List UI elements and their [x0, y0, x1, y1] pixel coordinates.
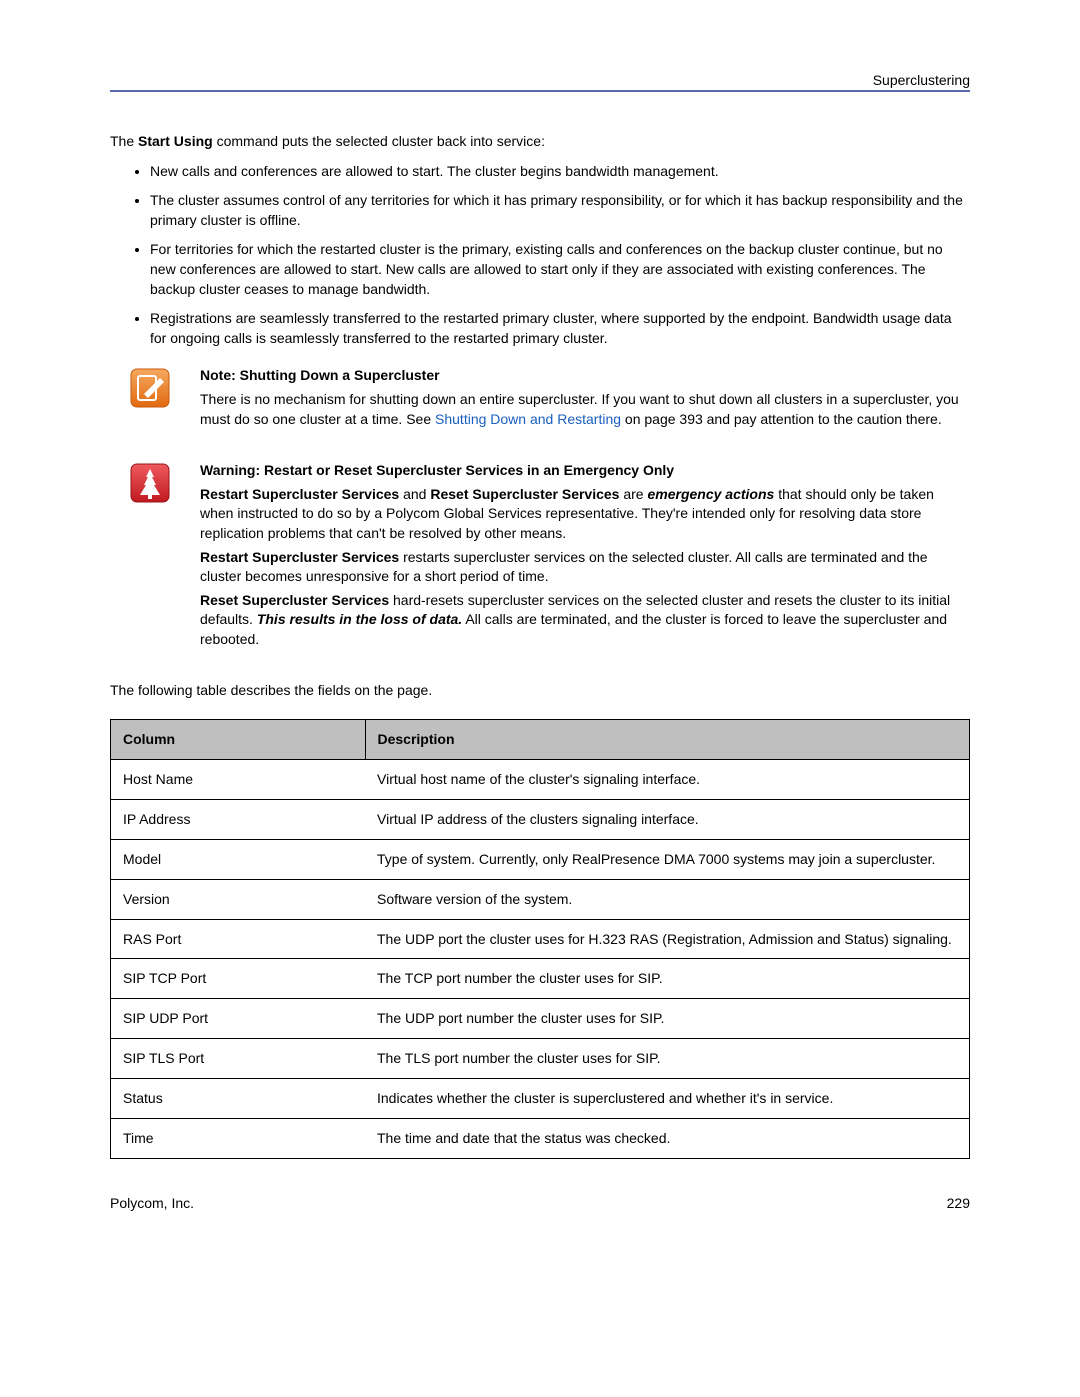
warning-body: Warning: Restart or Reset Supercluster S…: [200, 461, 970, 653]
footer-company: Polycom, Inc.: [110, 1195, 194, 1211]
table-cell: SIP TLS Port: [111, 1039, 366, 1079]
document-page: Superclustering The Start Using command …: [0, 0, 1080, 1271]
table-row: RAS PortThe UDP port the cluster uses fo…: [111, 919, 970, 959]
table-cell: The UDP port number the cluster uses for…: [365, 999, 970, 1039]
table-cell: SIP TCP Port: [111, 959, 366, 999]
table-cell: The TLS port number the cluster uses for…: [365, 1039, 970, 1079]
table-cell: Virtual IP address of the clusters signa…: [365, 799, 970, 839]
header-section-title: Superclustering: [873, 72, 970, 88]
note-link[interactable]: Shutting Down and Restarting: [435, 411, 621, 427]
bullet-list: New calls and conferences are allowed to…: [110, 162, 970, 349]
warning-p1-i: emergency actions: [647, 486, 774, 502]
table-cell: Version: [111, 879, 366, 919]
footer-page-number: 229: [947, 1195, 970, 1211]
warning-p2: Restart Supercluster Services restarts s…: [200, 548, 970, 587]
warning-p2-b: Restart Supercluster Services: [200, 549, 399, 565]
warning-p3-i: This results in the loss of data.: [257, 611, 462, 627]
note-post-link: on page 393 and pay attention to the cau…: [621, 411, 942, 427]
table-cell: Status: [111, 1079, 366, 1119]
list-item: For territories for which the restarted …: [150, 240, 970, 299]
table-row: Host NameVirtual host name of the cluste…: [111, 759, 970, 799]
table-row: IP AddressVirtual IP address of the clus…: [111, 799, 970, 839]
table-intro: The following table describes the fields…: [110, 681, 970, 701]
note-text: There is no mechanism for shutting down …: [200, 390, 970, 429]
list-item: New calls and conferences are allowed to…: [150, 162, 970, 182]
table-cell: SIP UDP Port: [111, 999, 366, 1039]
table-cell: The UDP port the cluster uses for H.323 …: [365, 919, 970, 959]
list-item: Registrations are seamlessly transferred…: [150, 309, 970, 348]
note-body: Note: Shutting Down a Supercluster There…: [200, 366, 970, 433]
table-cell: Time: [111, 1118, 366, 1158]
table-row: SIP UDP PortThe UDP port number the clus…: [111, 999, 970, 1039]
intro-paragraph: The Start Using command puts the selecte…: [110, 132, 970, 152]
table-cell: Indicates whether the cluster is supercl…: [365, 1079, 970, 1119]
header-rule: Superclustering: [110, 90, 970, 92]
warning-callout: Warning: Restart or Reset Supercluster S…: [130, 461, 970, 653]
intro-text-suffix: command puts the selected cluster back i…: [213, 133, 545, 149]
table-row: VersionSoftware version of the system.: [111, 879, 970, 919]
warning-p1-mid2: are: [619, 486, 647, 502]
warning-title: Warning: Restart or Reset Supercluster S…: [200, 461, 970, 481]
warning-p1-b2: Reset Supercluster Services: [430, 486, 619, 502]
intro-bold: Start Using: [138, 133, 213, 149]
list-item: The cluster assumes control of any terri…: [150, 191, 970, 230]
table-row: SIP TCP PortThe TCP port number the clus…: [111, 959, 970, 999]
table-header-column: Column: [111, 720, 366, 760]
table-header-description: Description: [365, 720, 970, 760]
table-body: Host NameVirtual host name of the cluste…: [111, 759, 970, 1158]
warning-p3: Reset Supercluster Services hard-resets …: [200, 591, 970, 650]
table-cell: RAS Port: [111, 919, 366, 959]
table-row: SIP TLS PortThe TLS port number the clus…: [111, 1039, 970, 1079]
table-row: ModelType of system. Currently, only Rea…: [111, 839, 970, 879]
fields-table: Column Description Host NameVirtual host…: [110, 719, 970, 1159]
warning-p1-b1: Restart Supercluster Services: [200, 486, 399, 502]
page-footer: Polycom, Inc. 229: [110, 1195, 970, 1211]
note-callout: Note: Shutting Down a Supercluster There…: [130, 366, 970, 433]
note-icon: [130, 368, 170, 408]
warning-p3-b: Reset Supercluster Services: [200, 592, 389, 608]
table-cell: Host Name: [111, 759, 366, 799]
table-row: TimeThe time and date that the status wa…: [111, 1118, 970, 1158]
table-cell: IP Address: [111, 799, 366, 839]
table-cell: Model: [111, 839, 366, 879]
table-header-row: Column Description: [111, 720, 970, 760]
warning-p1-mid1: and: [399, 486, 430, 502]
table-cell: The TCP port number the cluster uses for…: [365, 959, 970, 999]
warning-icon: [130, 463, 170, 503]
intro-text-prefix: The: [110, 133, 138, 149]
table-cell: Type of system. Currently, only RealPres…: [365, 839, 970, 879]
table-cell: The time and date that the status was ch…: [365, 1118, 970, 1158]
table-cell: Virtual host name of the cluster's signa…: [365, 759, 970, 799]
note-title: Note: Shutting Down a Supercluster: [200, 366, 970, 386]
warning-p1: Restart Supercluster Services and Reset …: [200, 485, 970, 544]
table-cell: Software version of the system.: [365, 879, 970, 919]
table-row: StatusIndicates whether the cluster is s…: [111, 1079, 970, 1119]
